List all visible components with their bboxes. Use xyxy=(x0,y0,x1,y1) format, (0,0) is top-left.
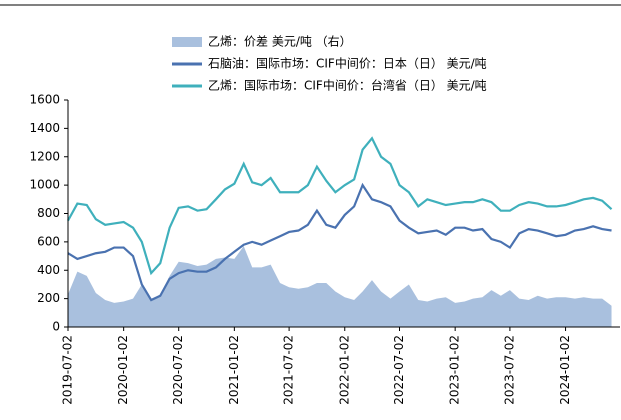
x-tick-label: 2021-01-02 xyxy=(227,335,241,405)
y-tick-label: 400 xyxy=(37,263,60,277)
legend-label: 乙烯：国际市场：CIF中间价：台湾省（日） 美元/吨 xyxy=(208,78,487,93)
y-tick-label: 1400 xyxy=(29,121,60,135)
x-tick-label: 2023-01-02 xyxy=(448,335,462,405)
x-tick-label: 2020-01-02 xyxy=(116,335,130,405)
legend-label: 石脑油：国际市场：CIF中间价：日本（日） 美元/吨 xyxy=(208,56,487,71)
y-tick-label: 0 xyxy=(52,320,60,334)
line xyxy=(67,182,612,302)
y-tick-label: 600 xyxy=(37,234,60,248)
y-tick-label: 800 xyxy=(37,206,60,220)
x-tick-label: 2024-01-02 xyxy=(558,335,572,405)
area xyxy=(68,246,612,327)
x-tick-label: 2019-07-02 xyxy=(61,335,75,405)
x-tick-label: 2022-01-02 xyxy=(337,335,351,405)
y-tick-label: 1600 xyxy=(29,93,60,107)
y-tick-label: 1000 xyxy=(29,178,60,192)
x-tick-label: 2022-07-02 xyxy=(392,335,406,405)
x-tick-label: 2020-07-02 xyxy=(171,335,185,405)
line xyxy=(67,136,613,276)
x-tick-label: 2023-07-02 xyxy=(502,335,516,405)
y-tick-label: 1200 xyxy=(29,149,60,163)
x-tick-label: 2021-07-02 xyxy=(282,335,296,405)
legend-swatch xyxy=(172,37,202,47)
legend-label: 乙烯：价差 美元/吨 （右） xyxy=(208,34,352,49)
y-tick-label: 200 xyxy=(37,291,60,305)
